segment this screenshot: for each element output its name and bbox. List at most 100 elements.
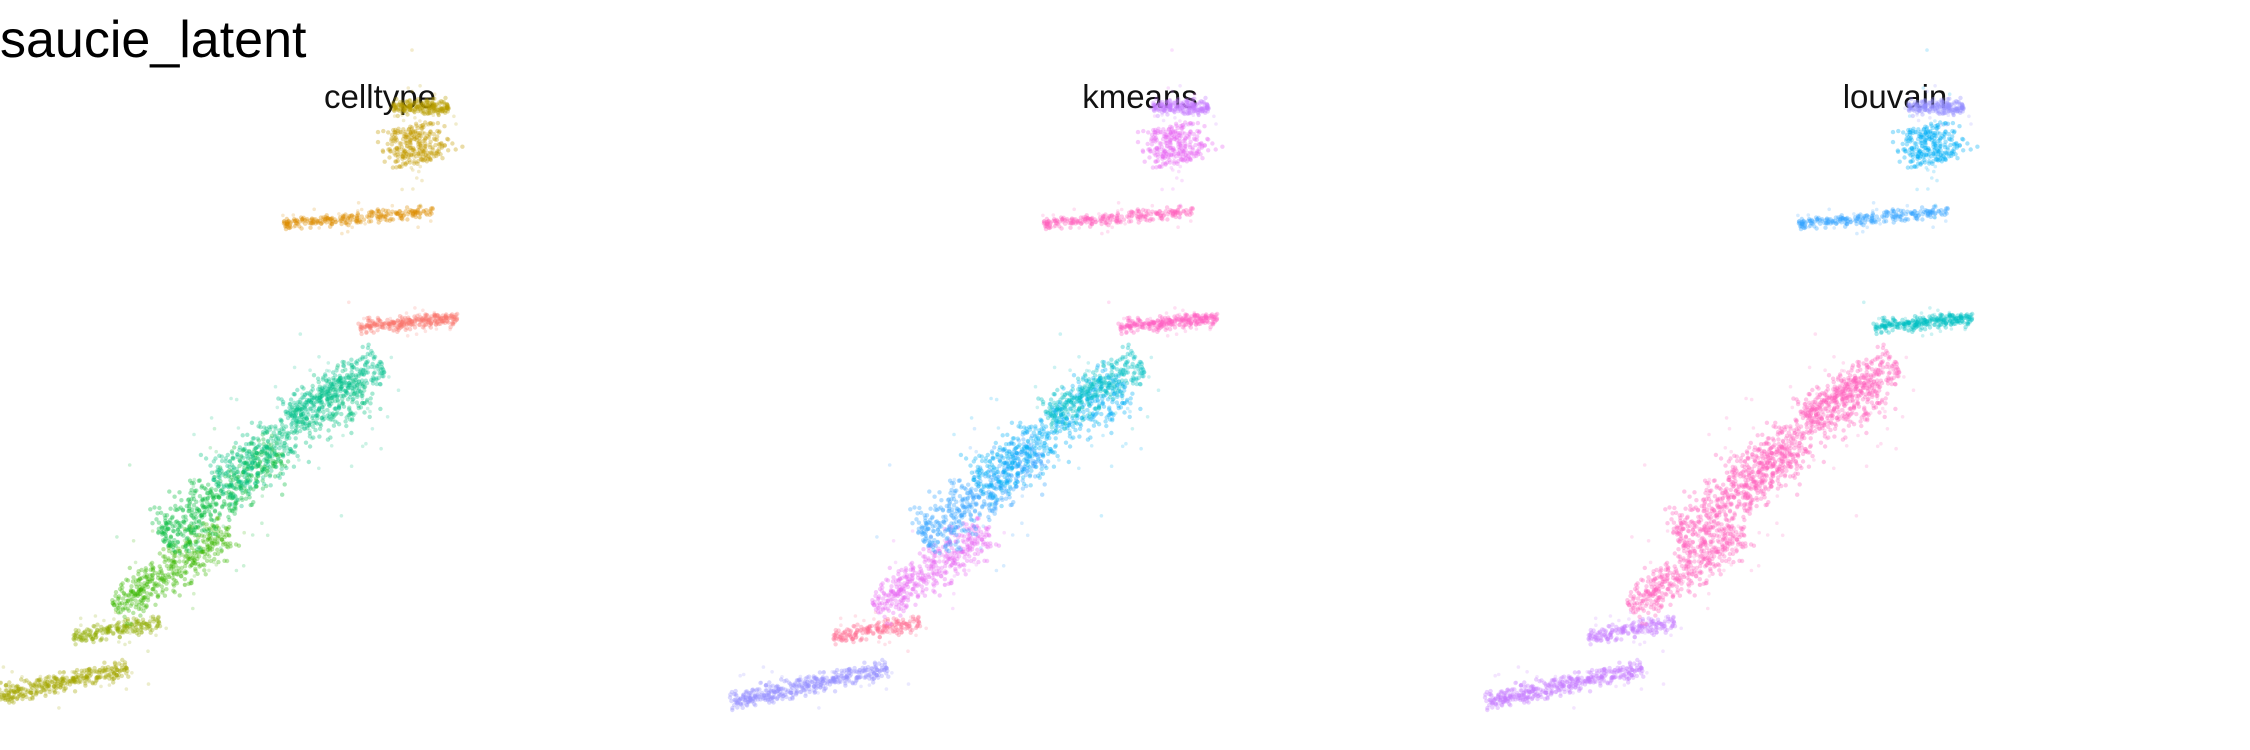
scatter-point — [319, 394, 324, 399]
scatter-point — [1001, 469, 1006, 475]
scatter-point — [948, 581, 953, 586]
scatter-point — [907, 622, 912, 626]
scatter-point — [246, 448, 252, 454]
scatter-point — [443, 314, 448, 320]
scatter-point — [353, 373, 358, 378]
scatter-point — [961, 527, 967, 533]
scatter-point — [62, 681, 68, 686]
scatter-point — [133, 605, 138, 610]
scatter-point — [987, 508, 993, 513]
scatter-point — [51, 674, 56, 679]
scatter-point — [164, 513, 170, 518]
scatter-point — [364, 441, 368, 446]
scatter-point — [262, 425, 267, 430]
scatter-point — [937, 559, 942, 564]
scatter-point — [10, 683, 15, 688]
scatter-point — [832, 670, 837, 675]
scatter-point — [832, 689, 838, 694]
scatter-point — [365, 323, 370, 328]
scatter-point — [134, 617, 139, 622]
scatter-point — [315, 395, 320, 399]
scatter-point — [874, 673, 879, 678]
scatter-point — [796, 682, 802, 687]
scatter-point — [121, 590, 126, 596]
scatter-point — [148, 591, 153, 596]
scatter-point — [101, 626, 106, 631]
scatter-point — [410, 130, 416, 135]
scatter-point — [76, 672, 81, 678]
scatter-point — [446, 106, 451, 111]
scatter-point — [224, 491, 229, 496]
scatter-point — [896, 606, 902, 612]
scatter-point — [317, 421, 323, 427]
scatter-point — [232, 473, 237, 478]
scatter-point — [401, 212, 406, 218]
scatter-point — [227, 501, 233, 507]
scatter-point — [175, 527, 180, 533]
scatter-point — [115, 609, 121, 615]
scatter-point — [68, 678, 73, 684]
scatter-point — [123, 665, 129, 670]
scatter-point — [408, 129, 413, 135]
scatter-point — [337, 379, 342, 385]
scatter-point — [400, 154, 405, 159]
scatter-point — [249, 440, 254, 445]
scatter-point — [414, 332, 419, 337]
scatter-point — [29, 690, 34, 695]
scatter-point — [404, 321, 409, 326]
scatter-point — [388, 326, 393, 331]
scatter-point — [236, 474, 241, 480]
scatter-point — [388, 319, 394, 325]
scatter-point — [222, 558, 227, 563]
scatter-point — [946, 537, 952, 542]
scatter-point — [391, 320, 396, 325]
scatter-point — [408, 146, 413, 151]
scatter-point — [861, 628, 866, 632]
scatter-point — [217, 534, 222, 539]
scatter-point — [974, 523, 980, 529]
scatter-point — [428, 129, 433, 135]
scatter-point — [967, 504, 973, 509]
scatter-point — [805, 679, 810, 685]
scatter-point — [348, 411, 353, 416]
scatter-point — [834, 630, 839, 635]
scatter-point — [255, 444, 260, 450]
scatter-point — [444, 105, 449, 111]
scatter-point — [393, 210, 398, 215]
scatter-point — [855, 622, 860, 627]
scatter-point — [438, 318, 444, 323]
scatter-point — [63, 686, 68, 691]
scatter-point — [328, 216, 333, 222]
scatter-point — [297, 407, 302, 413]
scatter-point — [136, 618, 141, 624]
scatter-point — [143, 595, 148, 600]
scatter-point — [882, 614, 887, 619]
scatter-point — [441, 319, 446, 324]
scatter-point — [115, 535, 119, 539]
scatter-point — [387, 375, 391, 379]
scatter-point — [267, 453, 273, 458]
scatter-point — [349, 411, 354, 416]
scatter-point — [216, 474, 221, 480]
scatter-point — [330, 398, 335, 403]
scatter-point — [439, 109, 445, 114]
scatter-point — [241, 447, 247, 452]
scatter-point — [317, 393, 323, 398]
scatter-point — [244, 462, 250, 467]
scatter-point — [971, 518, 977, 523]
scatter-point — [303, 392, 308, 397]
scatter-point — [207, 493, 212, 498]
scatter-point — [207, 546, 212, 551]
scatter-point — [348, 382, 354, 388]
scatter-point — [984, 526, 989, 531]
scatter-point — [870, 669, 875, 674]
scatter-point — [343, 392, 348, 397]
scatter-point — [329, 444, 334, 448]
scatter-point — [151, 619, 156, 624]
scatter-point — [770, 695, 775, 700]
scatter-point — [880, 581, 885, 586]
scatter-point — [270, 464, 275, 469]
scatter-point — [891, 610, 896, 616]
scatter-point — [12, 695, 17, 700]
scatter-point — [744, 703, 750, 708]
